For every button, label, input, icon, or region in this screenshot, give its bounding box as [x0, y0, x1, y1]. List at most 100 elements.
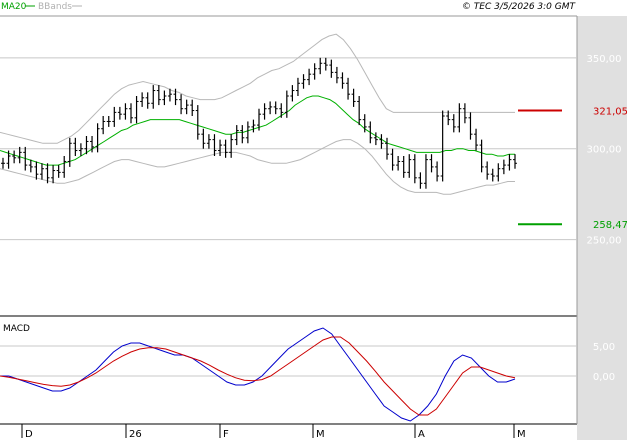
price-bars — [1, 57, 517, 189]
ohlc-bar-73 — [407, 154, 412, 178]
ohlc-bar-87 — [485, 161, 490, 180]
y-tick-main-2: 350,00 — [587, 54, 622, 65]
ohlc-bar-32 — [179, 94, 184, 115]
ohlc-bar-19 — [106, 116, 111, 127]
support-label: 258,47 — [593, 220, 627, 231]
ohlc-bar-36 — [201, 128, 206, 149]
ohlc-bar-41 — [229, 134, 234, 158]
x-label-2: F — [223, 429, 229, 440]
ohlc-bar-11 — [62, 156, 67, 178]
ohlc-bar-37 — [206, 134, 211, 149]
copyright: © TEC 3/5/2026 3:0 GMT — [462, 2, 577, 12]
ohlc-bar-25 — [140, 92, 145, 107]
bband-lower — [0, 139, 515, 195]
ohlc-bar-5 — [28, 159, 33, 173]
macd-line — [0, 327, 516, 422]
ohlc-bar-57 — [318, 57, 323, 75]
legend-ma20: MA20 — [1, 2, 27, 12]
ohlc-bar-51 — [284, 90, 289, 118]
ohlc-bar-34 — [190, 99, 195, 116]
ohlc-bar-15 — [84, 136, 89, 155]
ohlc-bar-52 — [290, 85, 295, 102]
grid-main — [0, 57, 577, 241]
ohlc-bar-76 — [423, 154, 428, 189]
ohlc-bar-48 — [268, 101, 273, 115]
ohlc-bar-54 — [301, 74, 306, 89]
resistance-label: 321,05 — [593, 106, 627, 117]
ohlc-bar-80 — [446, 110, 451, 126]
ohlc-bar-13 — [73, 137, 78, 156]
ohlc-bar-92 — [513, 154, 517, 169]
ohlc-bar-49 — [273, 101, 278, 115]
ohlc-bar-30 — [167, 88, 172, 102]
ohlc-bar-53 — [295, 77, 300, 96]
ohlc-bar-17 — [95, 123, 100, 153]
grid-macd — [0, 345, 577, 377]
ohlc-bar-60 — [334, 66, 339, 84]
ohlc-bar-9 — [51, 165, 56, 184]
ohlc-bar-44 — [245, 121, 250, 144]
macd-lines — [0, 327, 516, 422]
ohlc-bar-16 — [90, 136, 95, 153]
ohlc-bar-7 — [39, 163, 44, 180]
ohlc-bar-20 — [112, 106, 117, 127]
ohlc-bar-6 — [34, 161, 39, 180]
ohlc-bar-59 — [329, 59, 334, 78]
ohlc-bar-38 — [212, 134, 217, 156]
ohlc-bar-86 — [479, 139, 484, 173]
bband-upper — [0, 33, 515, 144]
x-label-4: A — [418, 429, 425, 440]
chart-legend: MA20 BBands — [1, 2, 82, 12]
ohlc-bar-1 — [6, 150, 11, 169]
ohlc-bar-45 — [251, 119, 256, 133]
macd-title: MACD — [3, 324, 30, 334]
ohlc-bar-71 — [396, 156, 401, 171]
ohlc-bar-66 — [368, 121, 373, 144]
ohlc-bar-65 — [362, 114, 367, 133]
ohlc-bar-77 — [429, 154, 434, 173]
ohlc-bar-50 — [279, 103, 284, 118]
ohlc-bar-61 — [340, 72, 345, 89]
ohlc-bar-88 — [490, 168, 495, 182]
ohlc-bar-91 — [507, 154, 512, 171]
ohlc-bar-64 — [357, 96, 362, 126]
ohlc-bar-56 — [312, 63, 317, 80]
x-label-1: 26 — [129, 429, 142, 440]
ohlc-bar-62 — [346, 77, 351, 100]
ohlc-bar-0 — [1, 157, 5, 169]
ohlc-bar-74 — [412, 154, 417, 184]
ohlc-bar-31 — [173, 88, 178, 106]
ohlc-bar-2 — [12, 150, 17, 164]
y-tick-macd-0: 0,00 — [593, 372, 615, 383]
ohlc-bar-81 — [451, 114, 456, 133]
ohlc-bar-22 — [123, 103, 128, 120]
ohlc-bar-47 — [262, 103, 267, 120]
x-label-3: M — [316, 429, 325, 440]
ohlc-bar-4 — [23, 146, 28, 171]
ohlc-bar-18 — [101, 116, 106, 135]
ohlc-bar-33 — [184, 99, 189, 115]
axis-panel — [577, 16, 627, 440]
ohlc-bar-39 — [218, 139, 223, 156]
x-axis: D 26 F M A M — [21, 424, 526, 440]
ohlc-bar-42 — [234, 125, 239, 146]
price-levels: 321,05 258,47 — [518, 106, 627, 231]
ohlc-bar-69 — [385, 137, 389, 160]
ohlc-bar-14 — [78, 143, 83, 156]
bollinger-bands — [0, 33, 515, 195]
ma20-path — [0, 95, 515, 166]
ohlc-bar-79 — [440, 110, 445, 182]
ohlc-bar-58 — [323, 57, 328, 71]
x-label-5: M — [517, 429, 526, 440]
ohlc-bar-78 — [435, 161, 440, 182]
ohlc-bar-27 — [151, 85, 156, 109]
ohlc-bar-21 — [117, 106, 122, 120]
ohlc-bar-3 — [17, 146, 22, 164]
ohlc-bar-28 — [156, 85, 161, 106]
ohlc-bar-90 — [501, 159, 506, 175]
ohlc-bar-46 — [257, 108, 261, 131]
ohlc-bar-82 — [457, 103, 462, 133]
ohlc-bar-75 — [418, 172, 423, 189]
ohlc-bar-70 — [390, 148, 395, 171]
